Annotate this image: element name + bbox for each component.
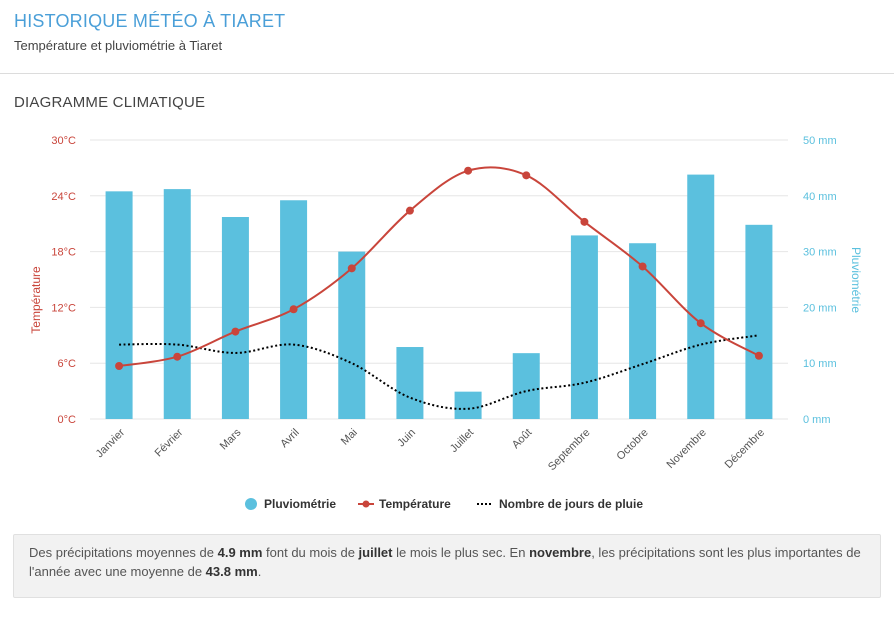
climate-chart: 0°C 6°C 12°C 18°C 24°C 30°C 0 mm 10 mm 20 mm 30 … — [29, 135, 863, 511]
precipitation-bar — [163, 189, 191, 419]
x-tick-label: Avril — [278, 427, 301, 450]
wettest-month: novembre — [529, 545, 592, 560]
x-tick-label: Juillet — [448, 427, 476, 455]
x-tick-label: Octobre — [615, 427, 651, 463]
x-tick-label: Février — [153, 426, 186, 459]
right-tick-label: 0 mm — [803, 414, 831, 426]
precipitation-bar — [338, 251, 366, 419]
page-subtitle: Température et pluviométrie à Tiaret — [14, 38, 223, 53]
precipitation-bar — [454, 391, 482, 419]
page-title: HISTORIQUE MÉTÉO À TIARET — [14, 11, 286, 31]
legend-precipitation-symbol — [245, 498, 257, 510]
precipitation-bar — [687, 174, 715, 419]
temperature-point — [405, 206, 414, 215]
temperature-point — [464, 166, 473, 175]
x-tick-label: Novembre — [665, 427, 709, 471]
legend-precipitation-label: Pluviométrie — [264, 497, 336, 511]
precipitation-bar — [105, 191, 133, 419]
precipitation-bar — [512, 353, 540, 419]
summary-text: font du mois de — [262, 545, 359, 560]
right-tick-label: 10 mm — [803, 358, 837, 370]
x-axis-ticks: Janvier Février Mars Avril Mai Juin Juillet Aoû… — [94, 426, 767, 473]
left-tick-label: 6°C — [58, 358, 77, 370]
header-divider — [0, 73, 894, 74]
left-tick-label: 18°C — [51, 247, 76, 259]
left-tick-label: 12°C — [51, 302, 76, 314]
left-axis-title: Température — [29, 266, 43, 334]
temperature-point — [173, 352, 182, 361]
x-tick-label: Août — [510, 427, 534, 451]
wettest-value: 43.8 mm — [205, 564, 258, 579]
temperature-point — [347, 264, 356, 273]
precipitation-bar — [570, 235, 598, 419]
precipitation-bar — [629, 243, 657, 419]
x-tick-label: Septembre — [546, 427, 593, 474]
driest-value: 4.9 mm — [217, 545, 263, 560]
x-tick-label: Juin — [395, 427, 418, 450]
right-tick-label: 30 mm — [803, 247, 837, 259]
summary-text: Des précipitations moyennes de — [29, 545, 218, 560]
grid-lines — [90, 139, 788, 420]
temperature-point — [115, 361, 124, 370]
x-tick-label: Décembre — [723, 427, 767, 471]
legend-temperature-symbol — [362, 500, 370, 508]
precipitation-bar — [221, 217, 249, 419]
temperature-series — [115, 166, 763, 370]
legend: Pluviométrie Température Nombre de jours d… — [245, 497, 643, 511]
precipitation-bar — [745, 224, 773, 419]
left-tick-label: 0°C — [58, 414, 77, 426]
right-tick-label: 40 mm — [803, 191, 837, 203]
temperature-point — [638, 262, 647, 271]
precipitation-bar — [396, 347, 424, 419]
right-axis-ticks: 0 mm 10 mm 20 mm 30 mm 40 mm 50 mm — [803, 135, 837, 426]
x-tick-label: Janvier — [94, 426, 128, 460]
temperature-point — [580, 217, 589, 226]
temperature-point — [754, 351, 763, 360]
temperature-point — [522, 171, 531, 180]
rainy-days-series — [119, 334, 760, 410]
temperature-line — [118, 166, 760, 367]
rainy-days-line — [119, 334, 760, 410]
temperature-point — [231, 327, 240, 336]
left-axis-ticks: 0°C 6°C 12°C 18°C 24°C 30°C — [51, 135, 76, 426]
x-tick-label: Mars — [218, 426, 244, 452]
temperature-point — [289, 305, 298, 314]
summary-text: . — [257, 564, 262, 579]
legend-temperature-label: Température — [379, 497, 451, 511]
temperature-point — [696, 319, 705, 328]
precipitation-bars — [105, 174, 773, 419]
summary-text: le mois le plus sec. En — [392, 545, 530, 560]
left-tick-label: 24°C — [51, 191, 76, 203]
right-tick-label: 20 mm — [803, 302, 837, 314]
right-axis-title: Pluviométrie — [849, 247, 863, 313]
legend-rainy-days-label: Nombre de jours de pluie — [499, 497, 643, 511]
summary-box: Des précipitations moyennes de 4.9 mm fo… — [13, 534, 881, 598]
summary-text: , les précipitations sont les plus impor… — [29, 545, 861, 579]
x-tick-label: Mai — [339, 427, 360, 448]
right-tick-label: 50 mm — [803, 135, 837, 147]
driest-month: juillet — [358, 545, 393, 560]
section-title: DIAGRAMME CLIMATIQUE — [14, 94, 206, 111]
left-tick-label: 30°C — [51, 135, 76, 147]
